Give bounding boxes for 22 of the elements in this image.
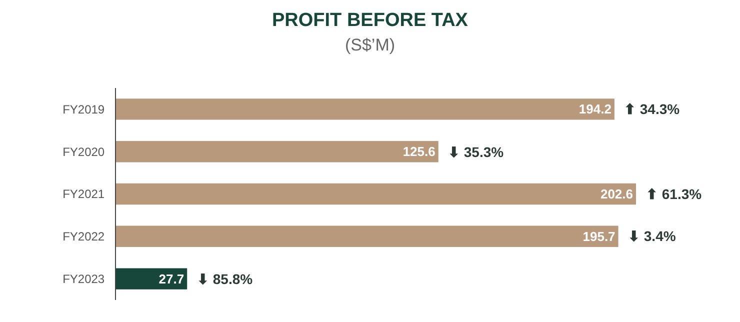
y-tick-label: FY2023: [62, 272, 105, 286]
data-label: 194.2: [578, 102, 612, 117]
annotation: ⬇ 3.4%: [628, 228, 676, 244]
annotation: ⬆ 61.3%: [646, 186, 702, 202]
y-tick-label: FY2020: [62, 144, 105, 159]
data-label: 27.7: [158, 271, 184, 286]
bar: [116, 226, 618, 247]
annotation: ⬇ 35.3%: [448, 144, 504, 160]
y-tick-label: FY2021: [62, 187, 105, 202]
bar: [116, 141, 438, 162]
y-tick-label: FY2019: [62, 102, 105, 116]
data-label: 195.7: [582, 228, 616, 244]
bar: [116, 183, 636, 205]
bar: [116, 268, 188, 290]
y-tick-label: FY2022: [62, 230, 105, 244]
bar: [116, 98, 614, 120]
chart-title: PROFIT BEFORE TAX: [272, 10, 468, 31]
annotation: ⬇ 85.8%: [197, 271, 254, 287]
data-label: 125.6: [402, 144, 436, 160]
annotation: ⬆ 34.3%: [624, 101, 680, 117]
data-label: 202.6: [600, 186, 633, 202]
chart-subtitle: (S$’M): [344, 35, 396, 54]
